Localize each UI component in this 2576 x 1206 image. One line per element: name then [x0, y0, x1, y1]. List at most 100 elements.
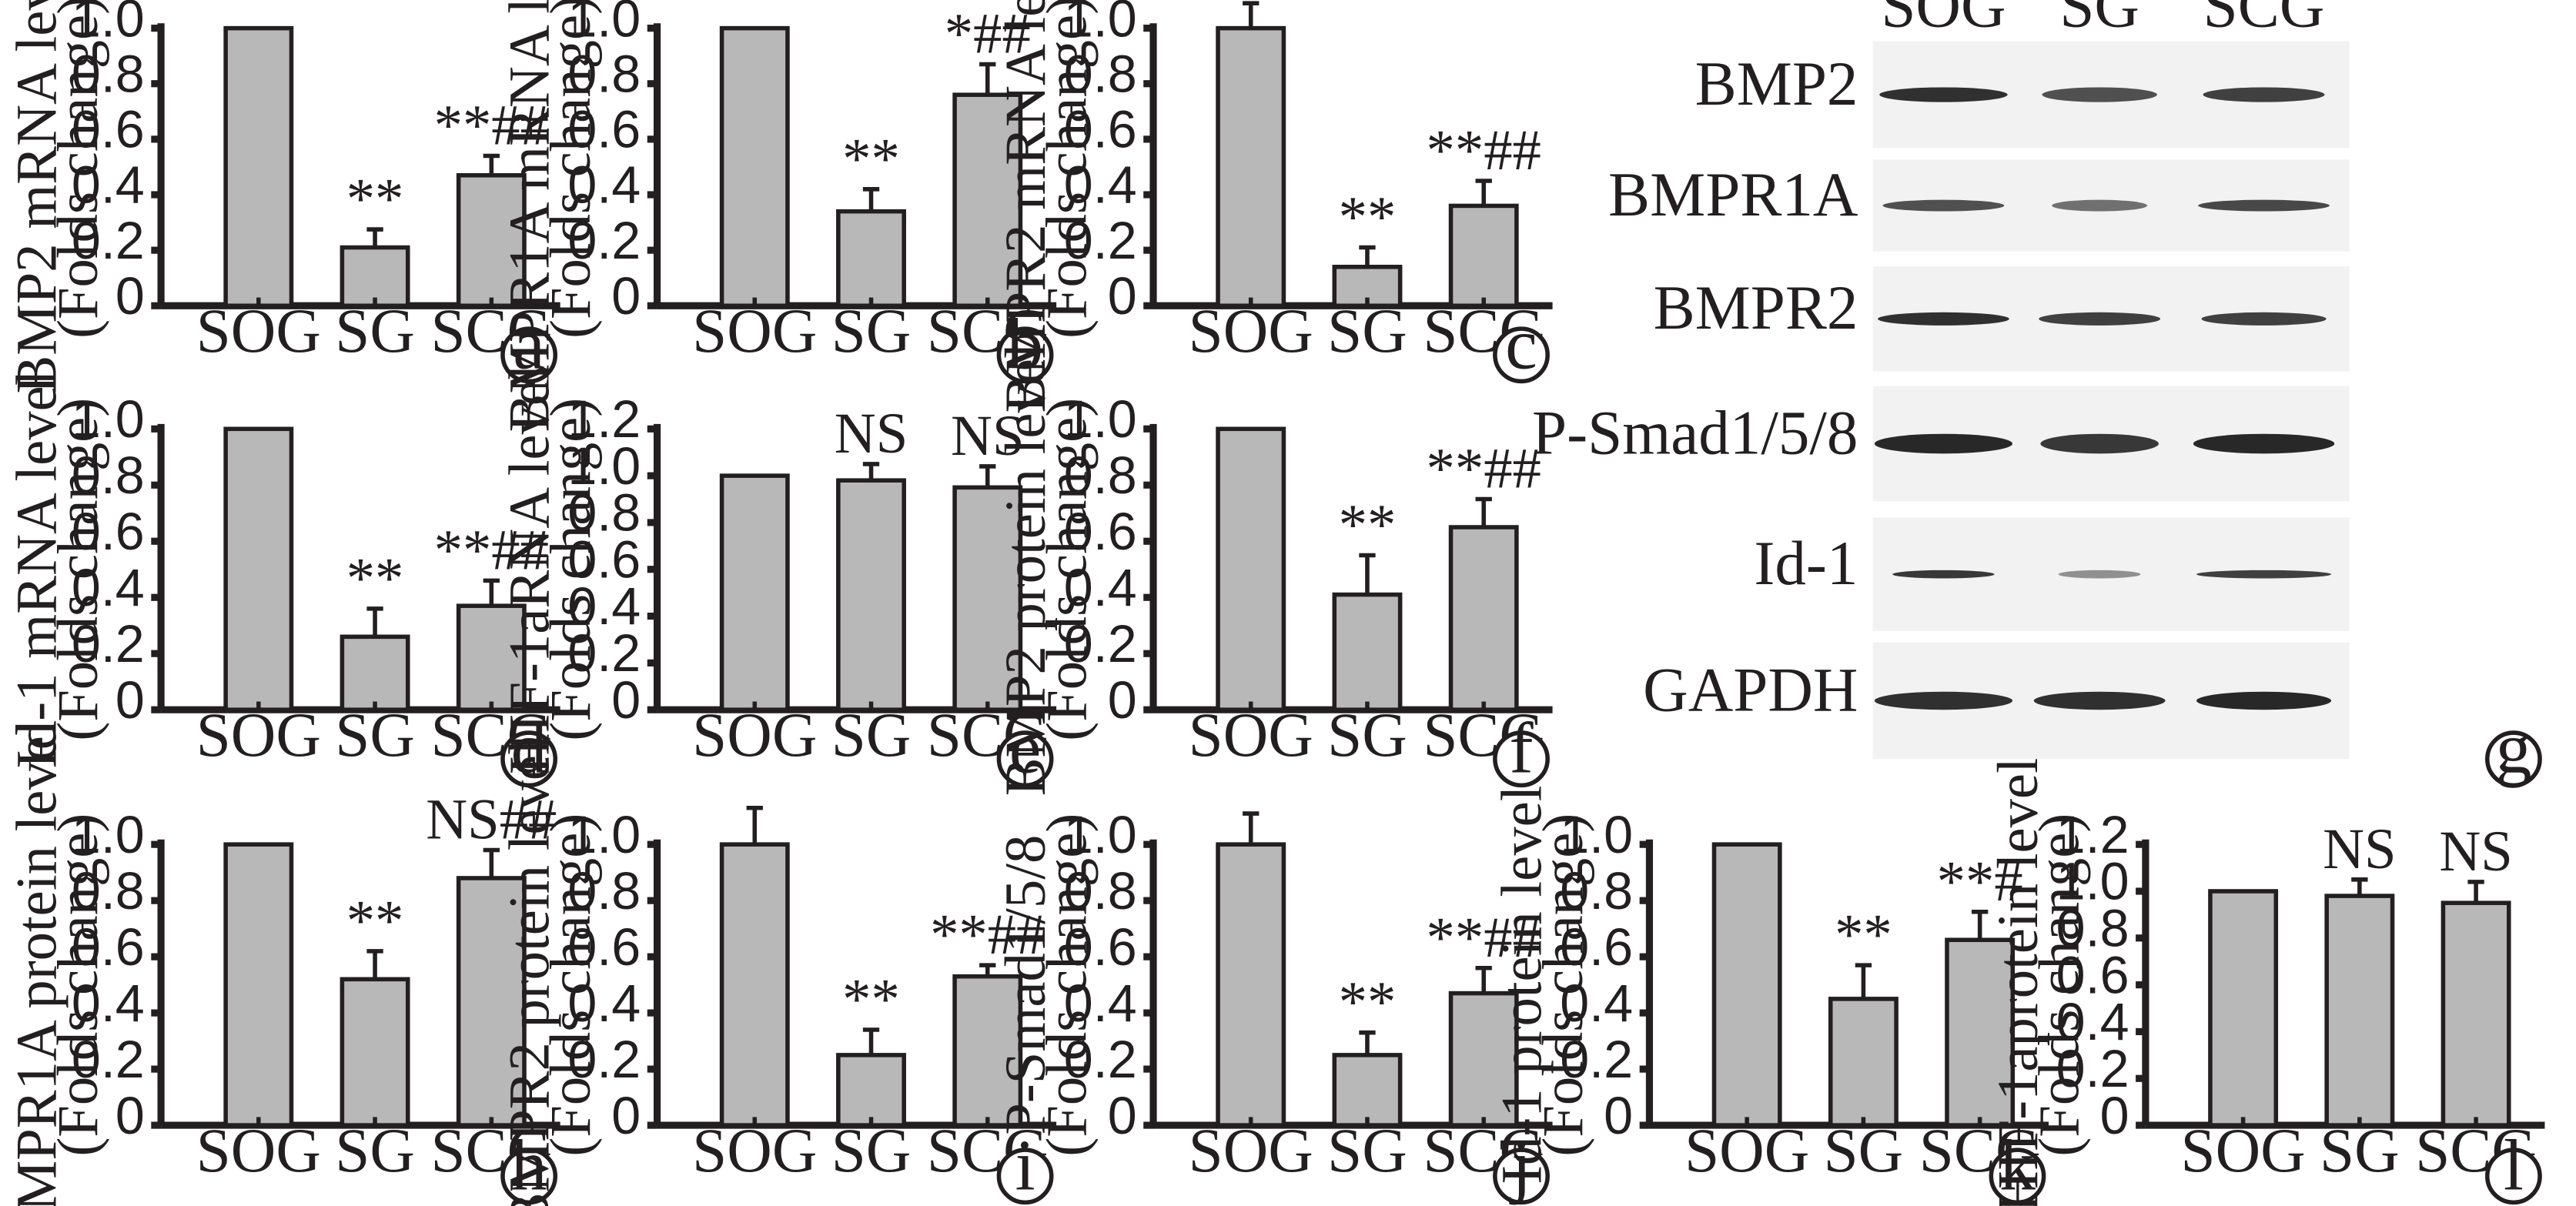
significance-label: **##	[1427, 437, 1541, 501]
significance-label: **	[1339, 493, 1397, 557]
bar-sg	[340, 634, 410, 712]
bar-sg	[1828, 997, 1899, 1127]
y-axis-label: (Folds change)	[1035, 398, 1099, 741]
bar-scg	[456, 876, 527, 1127]
panel-letter-circle	[1493, 1148, 1550, 1205]
bar-sog	[223, 25, 294, 309]
category-label: SOG	[1189, 1116, 1313, 1185]
y-tick-label: 0.6	[72, 101, 145, 159]
significance-label: **	[1339, 970, 1397, 1034]
blot-band	[1874, 691, 2013, 710]
blot-row: BMPR2	[1654, 266, 2350, 372]
y-tick-label: 0.2	[567, 212, 641, 270]
bar-scg	[1945, 937, 2016, 1127]
blot-protein-label: BMP2	[1695, 49, 1858, 119]
y-tick-label: 0.8	[2056, 899, 2129, 957]
panel-letter: k	[1999, 1125, 2036, 1205]
blot-row: BMPR1A	[1608, 159, 2350, 252]
y-tick-label: 1.0	[1560, 806, 1633, 864]
y-tick-label: 1.0	[1064, 806, 1137, 864]
y-tick-label: 1.0	[567, 0, 641, 48]
panel-letter: h	[511, 1125, 547, 1205]
blot-band	[2042, 87, 2157, 102]
bar-scg	[1448, 991, 1519, 1127]
panel-letter-circle	[500, 730, 558, 788]
y-tick-label: 0.4	[567, 156, 641, 215]
y-tick-label: 0.8	[72, 862, 145, 920]
blot-band	[2033, 691, 2166, 710]
y-tick-label: 0.2	[1064, 212, 1137, 270]
panel-letter-circle	[1493, 326, 1550, 384]
blot-protein-label: P-Smad1/5/8	[1532, 398, 1858, 467]
significance-label: **	[842, 127, 900, 191]
bar-sog	[719, 473, 790, 712]
y-tick-label: 0.2	[72, 212, 145, 270]
western-blot-panel: SOG SG SCG BMP2 BMPR1A BMPR2 P-Smad1/5/8 Id-1 GA…	[1532, 0, 2542, 788]
significance-label: **##	[930, 903, 1045, 967]
panel-letter-circle	[1989, 1148, 2046, 1205]
y-tick-label: 0	[2100, 1087, 2129, 1145]
blot-band	[2196, 570, 2332, 579]
y-tick-label: 0	[115, 267, 145, 326]
y-axis-label: BMPR2 mRNA level	[994, 0, 1058, 413]
category-label: SOG	[196, 700, 321, 770]
y-tick-label: 1.0	[72, 806, 145, 864]
y-tick-label: 0.8	[1560, 862, 1633, 920]
blot-row: Id-1	[1754, 517, 2350, 631]
panel-letter: e	[1009, 708, 1042, 788]
blot-band	[2039, 312, 2161, 326]
y-tick-label: 0.8	[1064, 862, 1137, 920]
significance-label: NS	[835, 402, 908, 466]
bar-scg	[2441, 900, 2511, 1127]
y-tick-label: 0.8	[567, 45, 641, 103]
y-tick-label: 0	[1108, 1087, 1137, 1145]
category-label: SG	[335, 296, 415, 366]
y-tick-label: 0.6	[567, 530, 641, 589]
y-tick-label: 0.8	[1064, 45, 1137, 103]
y-tick-label: 0.4	[567, 577, 641, 636]
blot-protein-label: BMPR1A	[1608, 160, 1858, 229]
y-tick-label: 0.6	[1064, 918, 1137, 977]
bar-sg	[2324, 894, 2395, 1127]
panel-letter-circle	[996, 326, 1054, 384]
y-tick-label: 0.2	[72, 615, 145, 673]
category-label: SOG	[1189, 296, 1313, 366]
significance-label: **##	[1427, 119, 1541, 182]
y-axis-label: (Folds change)	[1035, 813, 1099, 1157]
y-tick-label: 0.2	[567, 624, 641, 683]
y-tick-label: 0.2	[1560, 1031, 1633, 1089]
category-label: SG	[1327, 296, 1407, 366]
y-tick-label: 0.4	[72, 974, 145, 1033]
y-tick-label: 0.6	[72, 503, 145, 561]
chart-panel-e: 00.20.40.60.81.01.2SOGNSSGNSSCGHIF-1aRNA…	[498, 364, 1057, 788]
bar-sog	[2208, 889, 2279, 1127]
category-label: SG	[1824, 1116, 1904, 1185]
panel-letter-circle	[500, 326, 558, 384]
bar-sg	[1332, 592, 1403, 712]
y-axis-label: (Folds change)	[46, 813, 110, 1157]
significance-label: NS	[2439, 820, 2512, 884]
y-axis-label: (Folds change)	[46, 398, 110, 741]
significance-label: **##	[434, 94, 549, 158]
y-tick-label: 0.4	[1064, 974, 1137, 1033]
panel-letter-circle	[2484, 1148, 2542, 1205]
blot-band	[2203, 87, 2325, 102]
blot-band	[2058, 570, 2141, 579]
y-tick-label: 0.2	[567, 1031, 641, 1089]
panel-letter-circle	[500, 1148, 558, 1205]
y-tick-label: 0.6	[567, 101, 641, 159]
significance-label: NS	[951, 404, 1024, 468]
significance-label: NS	[2323, 817, 2396, 881]
category-label: SOG	[2181, 1116, 2306, 1185]
bar-scg	[1448, 525, 1519, 712]
significance-label: NS##	[426, 788, 557, 852]
blot-lane-label: SCG	[2203, 0, 2325, 40]
panel-letter: d	[511, 708, 547, 788]
y-tick-label: 0.8	[72, 446, 145, 505]
